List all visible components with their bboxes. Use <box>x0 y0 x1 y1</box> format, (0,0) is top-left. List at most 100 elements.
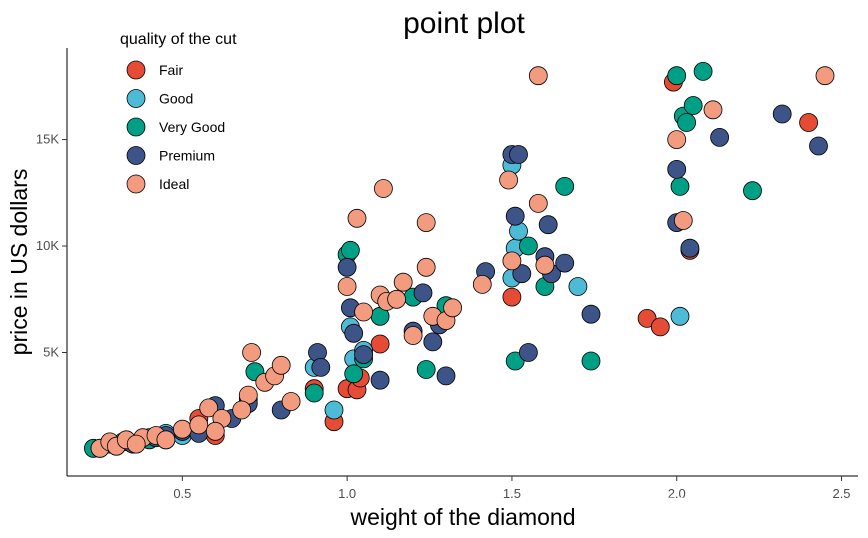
legend-label: Ideal <box>159 176 189 192</box>
point-ideal <box>281 392 301 411</box>
point-ideal <box>535 255 555 275</box>
point-very-good <box>340 240 360 260</box>
x-tick-label: 1.5 <box>503 486 521 501</box>
point-ideal <box>416 213 436 233</box>
point-premium <box>311 357 331 377</box>
point-ideal <box>403 326 423 345</box>
point-premium <box>370 370 390 390</box>
point-ideal <box>189 415 209 435</box>
point-ideal <box>205 421 225 441</box>
point-ideal <box>393 272 413 292</box>
point-ideal <box>156 430 176 450</box>
point-premium <box>423 332 443 352</box>
point-premium <box>436 366 456 386</box>
point-ideal <box>126 434 146 454</box>
point-ideal <box>347 208 367 228</box>
point-ideal <box>528 66 548 86</box>
point-very-good <box>416 360 436 379</box>
x-tick-label: 2.5 <box>832 486 850 501</box>
point-premium <box>555 253 575 273</box>
legend: quality of the cut Fair Good Very Good Prem… <box>120 31 237 194</box>
point-ideal <box>443 298 463 318</box>
point-very-good <box>505 351 525 371</box>
point-very-good <box>581 351 601 371</box>
point-ideal <box>673 211 693 230</box>
legend-key <box>126 117 146 137</box>
point-very-good <box>743 181 762 201</box>
point-ideal <box>815 66 835 86</box>
legend-label: Very Good <box>159 119 225 135</box>
x-tick-label: 2.0 <box>668 486 686 501</box>
point-ideal <box>703 100 723 120</box>
point-very-good <box>667 66 687 86</box>
point-very-good <box>555 176 575 196</box>
point-premium <box>344 323 364 343</box>
point-premium <box>337 257 357 277</box>
point-good <box>670 306 690 326</box>
y-tick-label: 10K <box>36 238 59 253</box>
y-tick-label: 5K <box>43 344 59 359</box>
point-ideal <box>502 251 522 271</box>
point-ideal <box>373 179 393 198</box>
chart-title: point plot <box>403 7 525 40</box>
legend-label: Good <box>159 91 193 107</box>
x-axis-title: weight of the diamond <box>349 504 575 530</box>
point-ideal <box>232 400 252 420</box>
point-premium <box>512 264 532 284</box>
point-fair <box>650 317 670 337</box>
legend-label: Premium <box>159 148 215 164</box>
point-ideal <box>416 257 436 277</box>
point-ideal <box>667 130 687 150</box>
point-premium <box>354 345 374 365</box>
legend-key <box>126 89 146 108</box>
legend-label: Fair <box>159 62 183 78</box>
legend-key <box>126 146 146 165</box>
point-premium <box>538 215 558 235</box>
point-premium <box>772 104 792 124</box>
point-very-good <box>304 383 324 403</box>
point-premium <box>519 343 538 362</box>
point-ideal <box>242 343 262 362</box>
y-axis-ticks: 5K 10K 15K <box>36 132 67 359</box>
point-good <box>568 277 588 296</box>
point-ideal <box>172 419 192 439</box>
point-very-good <box>677 113 696 132</box>
point-good <box>324 400 344 420</box>
point-very-good <box>670 176 690 196</box>
plot-panel: 0.5 1.0 1.5 2.0 2.5 5K 10K 15K <box>36 48 858 501</box>
point-premium <box>413 283 433 303</box>
point-fair <box>370 334 390 354</box>
point-premium <box>680 238 700 258</box>
legend-key <box>126 174 146 194</box>
point-very-good <box>683 96 703 115</box>
point-ideal <box>528 193 548 213</box>
point-ideal <box>499 170 519 190</box>
y-tick-label: 15K <box>36 132 59 147</box>
x-tick-label: 0.5 <box>173 486 191 501</box>
x-tick-label: 1.0 <box>338 486 356 501</box>
legend-key <box>126 60 146 80</box>
y-axis-title: price in US dollars <box>6 169 32 356</box>
point-ideal <box>387 289 407 309</box>
point-very-good <box>693 62 713 81</box>
point-premium <box>809 136 828 156</box>
point-very-good <box>344 364 364 384</box>
point-premium <box>710 127 729 147</box>
point-fair <box>799 113 818 132</box>
point-ideal <box>472 274 492 294</box>
point-premium <box>667 159 687 179</box>
watermark: 知乎 @Bioinfor生信云 <box>592 493 805 518</box>
point-ideal <box>199 398 219 418</box>
point-fair <box>637 308 657 328</box>
point-ideal <box>271 355 291 375</box>
x-axis-ticks: 0.5 1.0 1.5 2.0 2.5 <box>173 476 851 501</box>
point-premium <box>581 304 601 324</box>
point-ideal <box>354 302 374 322</box>
point-ideal <box>337 277 357 296</box>
data-points <box>84 62 835 458</box>
point-premium <box>505 206 525 226</box>
point-very-good <box>519 236 538 256</box>
point-fair <box>502 287 522 307</box>
legend-title: quality of the cut <box>120 31 237 48</box>
